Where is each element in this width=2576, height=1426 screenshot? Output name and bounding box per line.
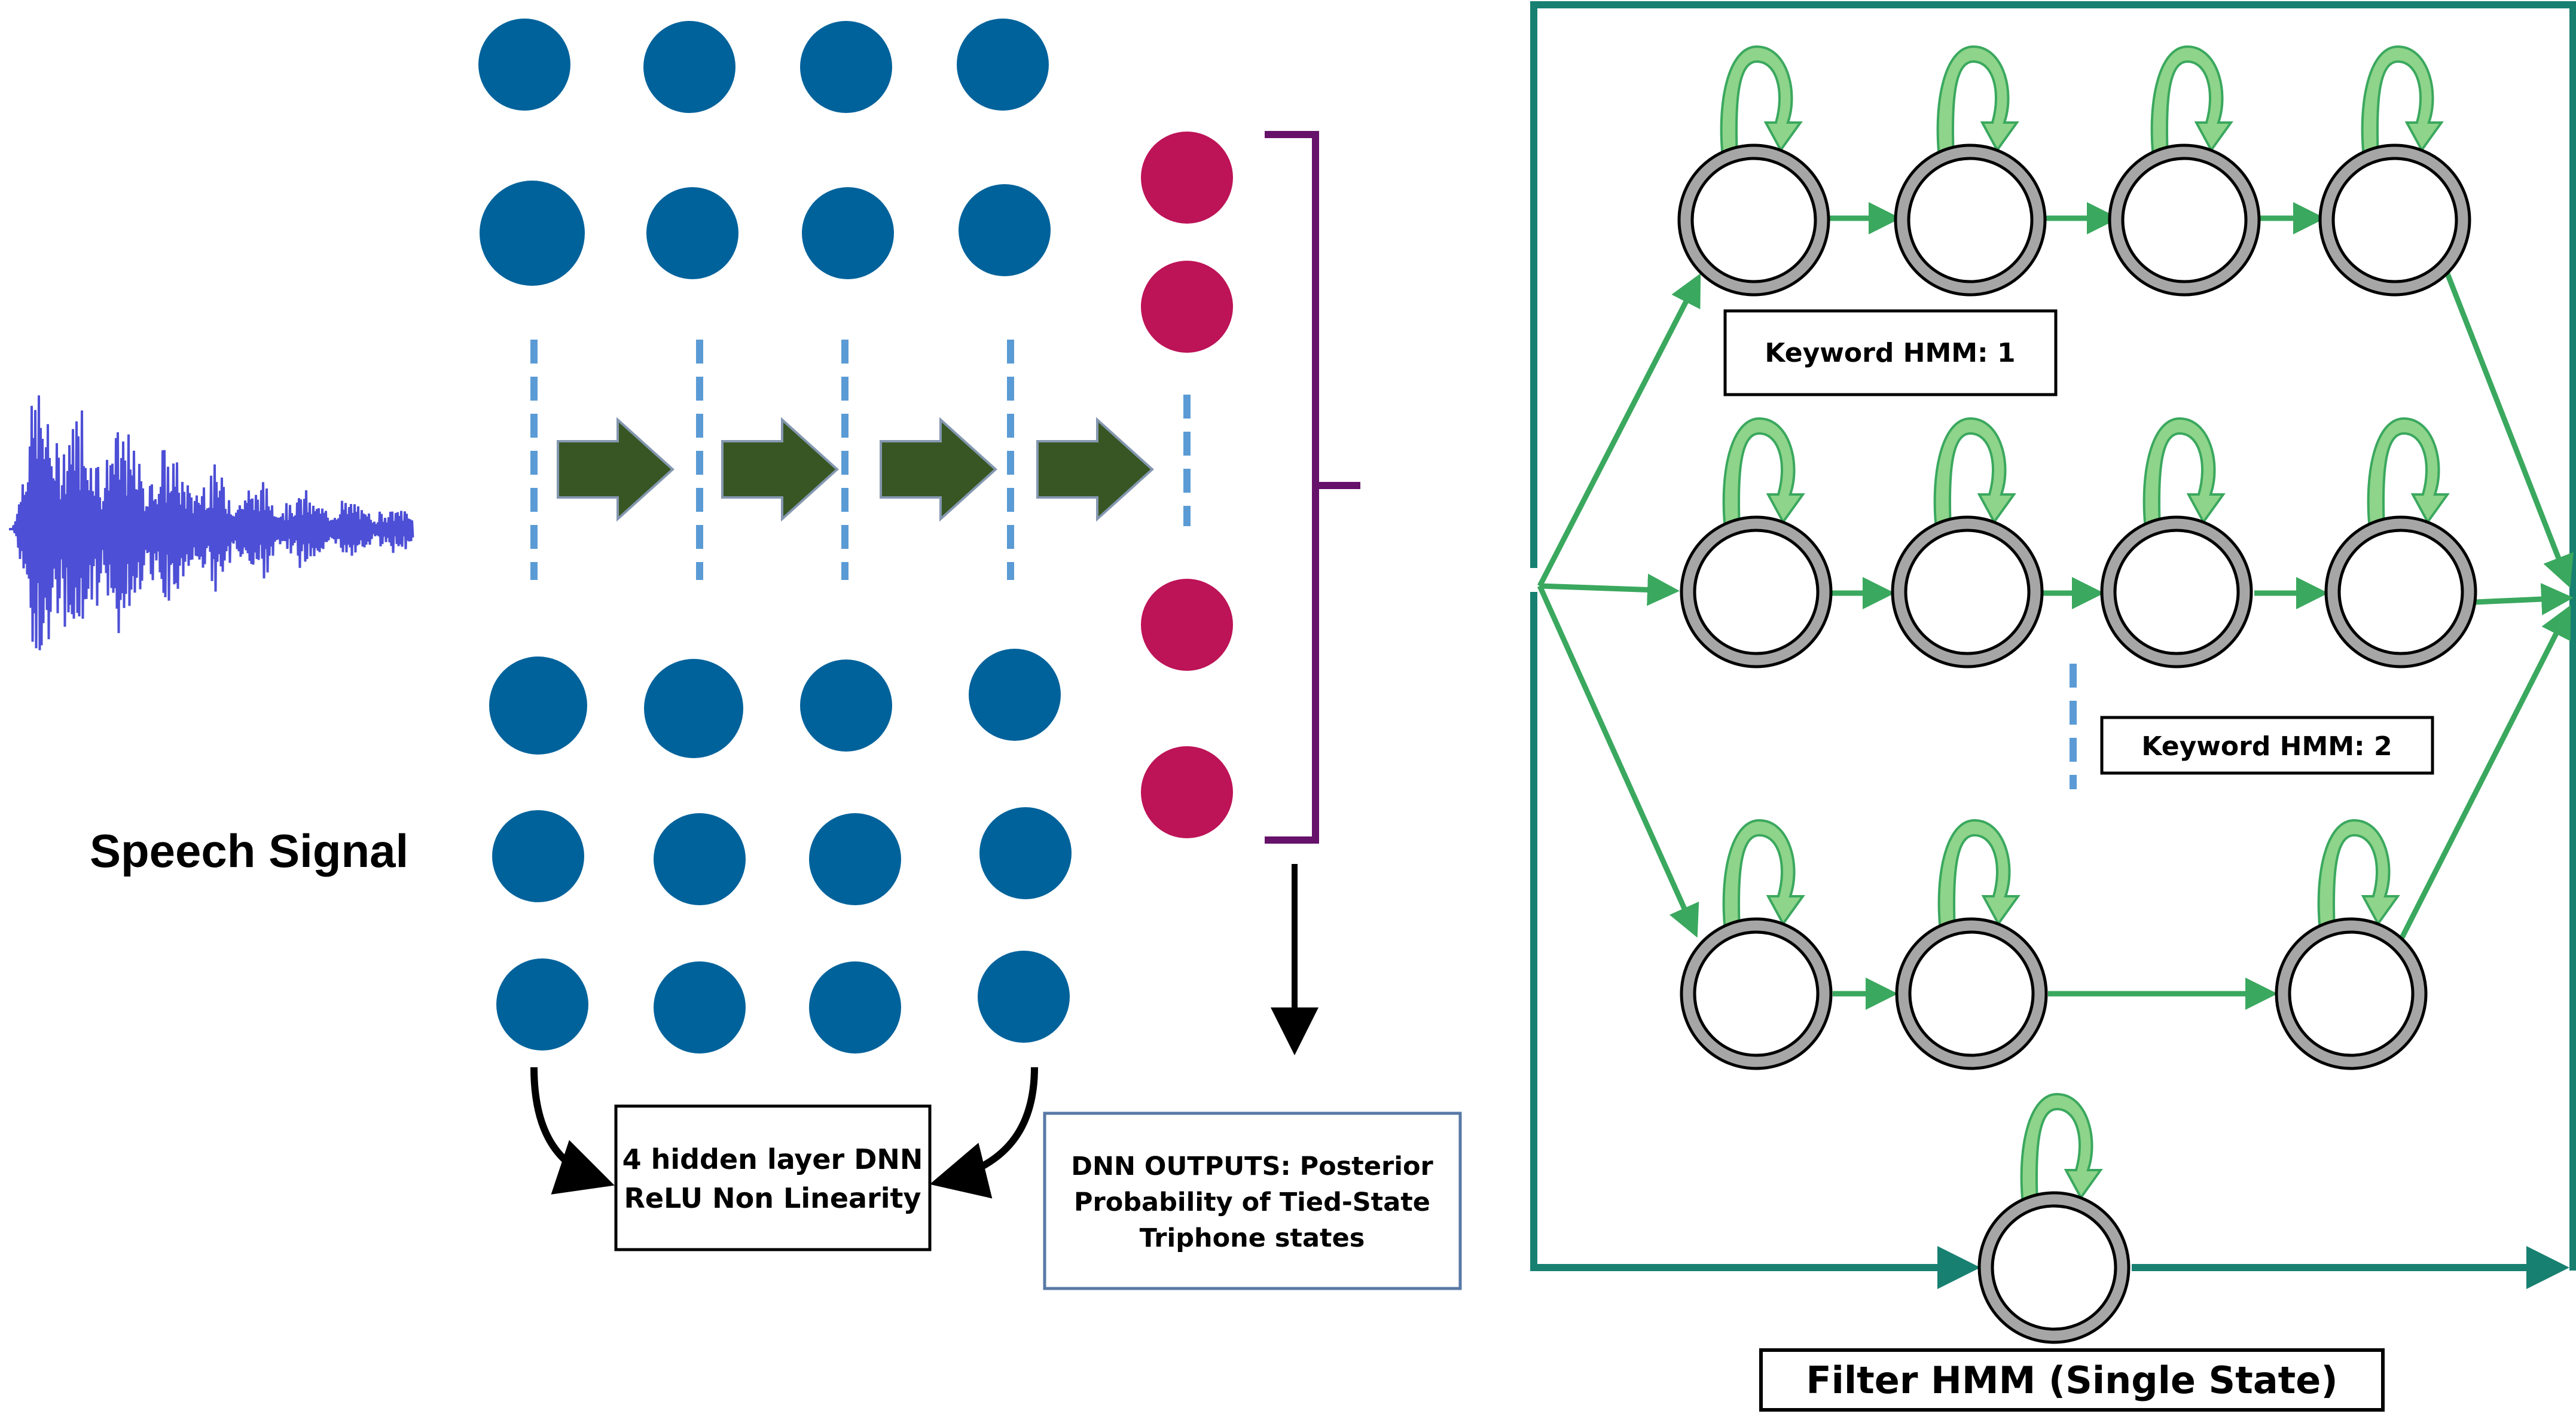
self-loop-arrow (1933, 417, 2016, 530)
hidden-node (492, 810, 584, 902)
self-loops (1720, 45, 2450, 1206)
hmm-states (1677, 143, 2477, 1344)
dnn-box-line1: 4 hidden layer DNN (622, 1143, 923, 1175)
self-loop-arrow (2361, 45, 2444, 158)
hmm-state (1894, 143, 2047, 297)
hidden-node (800, 659, 892, 752)
keyword-hmm-1-box (1723, 309, 2058, 396)
hmm-state (2318, 143, 2471, 297)
dnn-description-box (614, 1104, 932, 1251)
output-layer-nodes (1141, 132, 1233, 838)
hmm-state (2108, 143, 2261, 297)
outputs-line2: Probability of Tied-State (1074, 1187, 1430, 1217)
hidden-node (478, 19, 570, 111)
output-node (1141, 132, 1233, 224)
hmm-state (2100, 515, 2253, 668)
hidden-node (957, 19, 1049, 111)
self-loop-arrow (2142, 417, 2226, 530)
outputs-line3: Triphone states (1140, 1223, 1365, 1253)
right-arrow-icon (557, 417, 674, 522)
hidden-node (800, 21, 892, 113)
hidden-node (654, 961, 746, 1054)
hidden-node (978, 951, 1070, 1043)
self-loop-arrow (1722, 819, 1805, 932)
speech-signal-label: Speech Signal (90, 825, 408, 877)
hidden-node (644, 659, 743, 758)
hidden-node (979, 807, 1072, 899)
self-loop-arrow (1936, 45, 2019, 158)
self-loop-arrow (2367, 417, 2450, 530)
hmm-frame (1530, 1, 2576, 1289)
curved-arrow-left (530, 1067, 615, 1195)
keyword-hmm-1-label: Keyword HMM: 1 (1765, 338, 2015, 368)
layer-flow-arrows (557, 417, 1154, 522)
hidden-node (654, 813, 746, 905)
right-arrow-icon (721, 417, 839, 522)
hidden-node (643, 21, 735, 113)
self-loop-arrow (2317, 819, 2400, 932)
outputs-line1: DNN OUTPUTS: Posterior (1071, 1152, 1433, 1181)
speech-waveform-icon (9, 395, 414, 651)
keyword-hmm-2-box (2100, 716, 2434, 775)
self-loop-arrow (1937, 819, 2020, 932)
output-node (1141, 746, 1233, 838)
self-loop-arrow (2020, 1092, 2103, 1206)
hmm-state (1680, 917, 1833, 1070)
hmm-state (1891, 515, 2044, 668)
output-bracket (1265, 131, 1360, 844)
right-arrow-icon (1036, 417, 1154, 522)
filter-hmm-state (1977, 1191, 2131, 1344)
hidden-node (959, 184, 1051, 276)
hidden-layer-nodes (478, 19, 1072, 1054)
hmm-state (2324, 515, 2477, 668)
hmm-state (1895, 917, 2048, 1070)
right-arrow-icon (880, 417, 997, 522)
hidden-node (646, 187, 738, 279)
layer-ellipsis-lines (530, 340, 2077, 789)
hmm-state (1680, 515, 1833, 668)
hidden-node (802, 187, 894, 279)
self-loop-arrow (1720, 45, 1803, 158)
filter-hmm-box (1759, 1348, 2385, 1412)
output-node (1141, 579, 1233, 671)
hidden-node (496, 958, 588, 1051)
hidden-node (480, 181, 585, 286)
hidden-node (489, 656, 587, 755)
self-loop-arrow (1722, 417, 1805, 530)
output-node (1141, 261, 1233, 353)
curved-arrow-right (929, 1067, 1038, 1199)
hmm-transitions (1537, 202, 2574, 1010)
hidden-node (809, 813, 901, 905)
keyword-hmm-2-label: Keyword HMM: 2 (2141, 731, 2392, 762)
hmm-state (2275, 917, 2428, 1070)
self-loop-arrow (2150, 45, 2233, 158)
hidden-node (969, 649, 1061, 741)
hidden-node (809, 961, 901, 1054)
dnn-outputs-box (1043, 1112, 1462, 1290)
filter-hmm-label: Filter HMM (Single State) (1806, 1358, 2337, 1402)
hmm-state (1677, 143, 1830, 297)
dnn-box-line2: ReLU Non Linearity (624, 1182, 921, 1214)
